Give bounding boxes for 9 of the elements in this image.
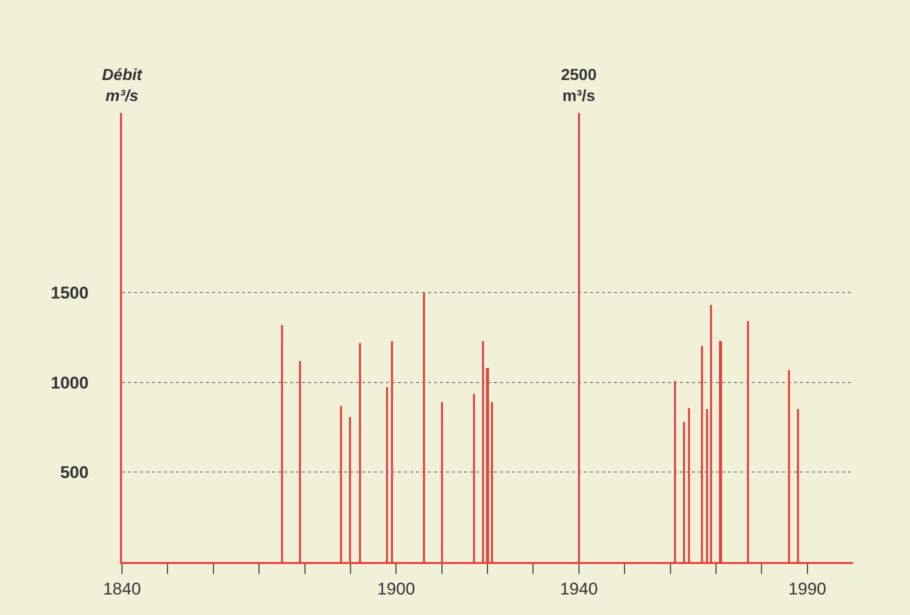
x-tick-label: 1840 xyxy=(103,579,141,598)
y-tick-label: 1500 xyxy=(50,284,89,303)
x-tick-label: 1900 xyxy=(377,579,416,598)
y-tick-label: 500 xyxy=(60,463,89,482)
x-tick-label: 1940 xyxy=(560,579,598,598)
annotation: 2500 m³/s xyxy=(561,67,597,105)
y-axis-title: Débit m³/s xyxy=(102,67,143,105)
y-tick-label: 1000 xyxy=(50,373,89,392)
x-tick-label: 1990 xyxy=(788,579,826,598)
